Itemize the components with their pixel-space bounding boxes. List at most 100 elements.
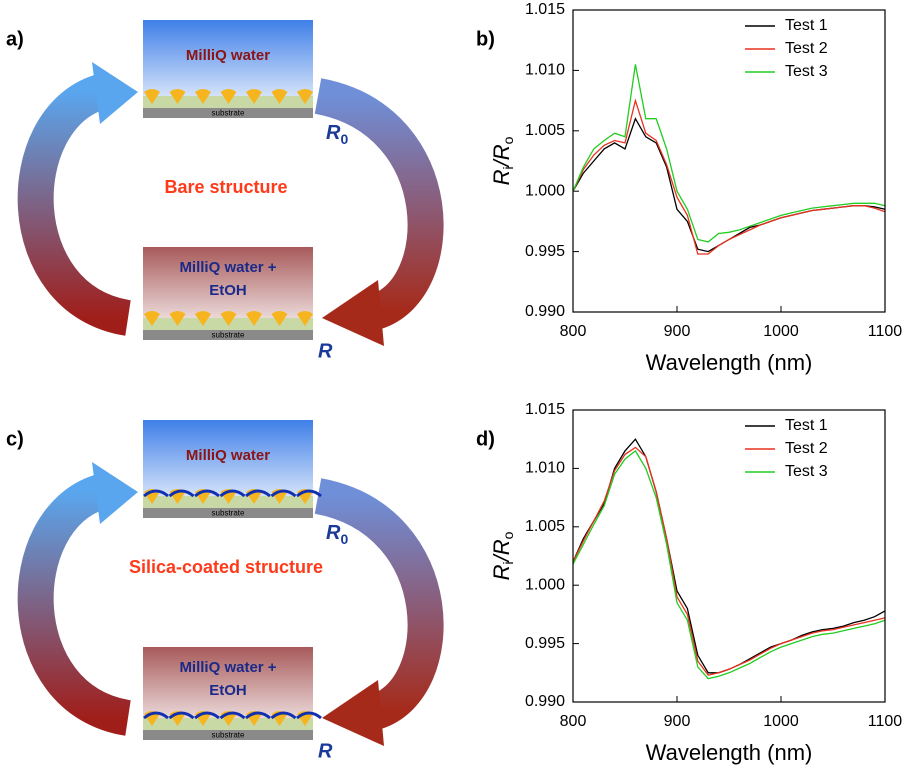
x-tick-label: 1000 (763, 713, 799, 730)
arrow-head (322, 280, 384, 346)
nanoparticle (144, 311, 160, 326)
nanoparticle (195, 311, 211, 326)
data-line (572, 446, 886, 676)
nanoparticle (246, 311, 262, 326)
arrow-head (92, 462, 138, 524)
y-tick-label: 0.990 (525, 693, 565, 710)
diagram: a) substrate substrate MilliQ water MilliQ w… (6, 20, 444, 362)
y-label-part: R (489, 564, 514, 580)
y-label-subscript: o (500, 136, 516, 144)
nanoparticle (169, 89, 186, 104)
data-line (572, 98, 886, 255)
nanoparticle (297, 311, 313, 326)
nanoparticle (271, 311, 288, 326)
substrate-label: substrate (212, 731, 245, 740)
panel-label: b) (476, 28, 495, 50)
x-tick-label: 800 (560, 713, 587, 730)
panel-label: c) (6, 428, 24, 450)
x-axis-label: Wavelength (nm) (646, 740, 813, 765)
y-tick-label: 1.015 (525, 1, 565, 18)
legend-label: Test 2 (785, 40, 828, 57)
reflectance-symbol: R (318, 340, 333, 362)
substrate (143, 730, 313, 740)
medium-label: MilliQ water (186, 447, 270, 464)
medium-label: EtOH (209, 282, 247, 299)
plot-frame (572, 409, 886, 703)
medium-label: EtOH (209, 682, 247, 699)
diagram: c) substrate substrate MilliQ water MilliQ w… (6, 420, 444, 762)
panel-label: d) (476, 428, 495, 450)
x-tick-label: 1100 (868, 713, 903, 730)
substrate-label: substrate (212, 509, 245, 518)
y-tick-label: 1.000 (525, 182, 565, 199)
silica-coating (143, 711, 322, 720)
nanoparticle (271, 89, 288, 104)
y-axis-label: Ri/Ro (489, 531, 516, 580)
y-tick-label: 1.005 (525, 122, 565, 139)
data-line (572, 449, 886, 680)
y-label-subscript: i (500, 166, 516, 169)
diagram-title: Silica-coated structure (129, 557, 323, 577)
y-tick-label: 0.995 (525, 243, 565, 260)
plot-frame (572, 9, 886, 313)
cycle-arrow (314, 478, 444, 730)
y-tick-label: 1.010 (525, 62, 565, 79)
y-label-part: /R (489, 539, 514, 563)
y-tick-label: 0.995 (525, 635, 565, 652)
legend-label: Test 3 (785, 463, 828, 480)
nanoparticle (297, 89, 313, 104)
data-line (572, 64, 886, 243)
x-tick-label: 1100 (868, 323, 903, 340)
y-label-subscript: i (500, 561, 516, 564)
substrate (143, 508, 313, 518)
nanoparticle (246, 89, 262, 104)
y-tick-label: 1.010 (525, 460, 565, 477)
substrate (143, 330, 313, 340)
substrate (143, 108, 313, 118)
reflectance-symbol: R (318, 740, 333, 762)
cycle-arrow (314, 78, 444, 330)
symbol-subscript: 0 (340, 131, 348, 147)
medium-label: MilliQ water (186, 47, 270, 64)
x-tick-label: 1000 (763, 323, 799, 340)
reflectance-symbol: R0 (326, 122, 348, 146)
x-tick-label: 800 (560, 323, 587, 340)
silica-coating (143, 489, 322, 498)
symbol-letter: R (326, 522, 341, 544)
diagram-title: Bare structure (164, 177, 287, 197)
cycle-arrow (17, 74, 132, 336)
y-tick-label: 1.015 (525, 401, 565, 418)
x-tick-label: 900 (664, 713, 691, 730)
reflectance-symbol: R0 (326, 522, 348, 546)
medium-label: MilliQ water + (179, 659, 276, 676)
y-label-part: /R (489, 144, 514, 168)
cycle-arrow (17, 474, 132, 736)
legend-label: Test 1 (785, 417, 828, 434)
y-tick-label: 0.990 (525, 303, 565, 320)
symbol-letter: R (326, 122, 341, 144)
y-tick-label: 1.005 (525, 518, 565, 535)
nanoparticle (220, 311, 237, 326)
legend-label: Test 3 (785, 63, 828, 80)
x-tick-label: 900 (664, 323, 691, 340)
nanoparticle (195, 89, 211, 104)
y-label-part: R (489, 169, 514, 185)
substrate-label: substrate (212, 109, 245, 118)
y-axis-label: Ri/Ro (489, 136, 516, 185)
medium-label: MilliQ water + (179, 259, 276, 276)
nanoparticle (220, 89, 237, 104)
arrow-head (322, 680, 384, 746)
nanoparticle (144, 89, 160, 104)
substrate-label: substrate (212, 331, 245, 340)
x-axis-label: Wavelength (nm) (646, 350, 813, 375)
panel-label: a) (6, 28, 24, 50)
y-tick-label: 1.000 (525, 576, 565, 593)
symbol-subscript: 0 (340, 531, 348, 547)
y-label-subscript: o (500, 531, 516, 539)
data-line (572, 438, 886, 674)
arrow-head (92, 62, 138, 124)
legend-label: Test 1 (785, 17, 828, 34)
nanoparticle (169, 311, 186, 326)
legend-label: Test 2 (785, 440, 828, 457)
